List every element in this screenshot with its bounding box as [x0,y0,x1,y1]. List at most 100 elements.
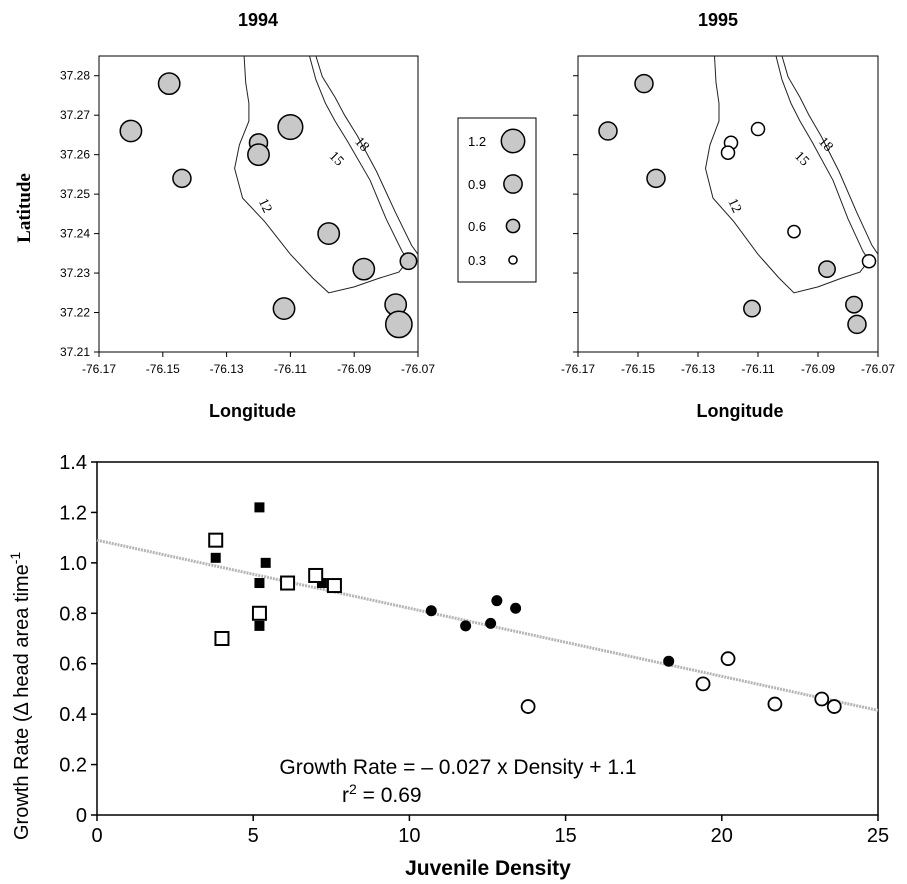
station-point [317,222,341,246]
station-point [384,310,413,339]
r-squared-sup: 2 [349,781,357,797]
map-x-axis-label: Longitude [209,401,296,421]
y-tick-label: 37.24 [60,227,90,241]
data-point-filled-square [316,578,327,589]
r-squared: r2 = 0.69 [342,781,422,807]
station-point [352,257,376,281]
station-point [119,119,143,143]
data-point-open-circle [814,691,830,707]
x-tick-label: -76.15 [621,362,655,376]
y-axis-label-sup: -1 [7,552,23,565]
legend-label: 0.3 [468,253,486,268]
data-point-filled-circle [425,605,437,617]
data-point-filled-circle [491,595,503,607]
data-point-filled-circle [460,620,472,632]
station-point [277,113,304,141]
x-tick-label: -76.11 [274,362,307,376]
r-squared-prefix: r [342,784,349,807]
x-tick-label: 10 [398,825,420,847]
station-point [743,299,761,318]
y-tick-label: 1.4 [59,452,87,474]
y-tick-label: 37.27 [60,108,90,122]
data-point-filled-square [254,502,265,513]
y-tick-label: 0.6 [59,654,87,676]
data-point-filled-circle [485,617,497,629]
data-point-filled-square [254,578,265,589]
r-squared-value: = 0.69 [357,784,422,807]
y-tick-label: 1.0 [59,553,87,575]
x-tick-label: 5 [248,825,259,847]
plot-frame [96,461,879,816]
contour-label: 15 [326,149,347,170]
station-point [861,253,877,269]
map-title: 1995 [698,10,738,30]
x-tick-label: -76.13 [681,362,715,376]
size-legend: 1.2 0.9 0.6 0.3 [457,117,537,283]
contour-label: 12 [724,196,744,215]
y-axis-label-main: Growth Rate (Δ head area time [11,564,33,840]
station-point [247,143,270,167]
station-point [845,295,863,314]
station-point [818,260,836,279]
regression-equation: Growth Rate = – 0.027 x Density + 1.1 [279,756,636,779]
legend-circle [508,255,518,265]
x-tick-label: -76.09 [337,362,371,376]
station-point [847,314,867,335]
depth-contour-15 [309,55,409,261]
map-frame [98,55,419,353]
x-tick-label: 20 [711,825,733,847]
x-tick-label: -76.11 [741,362,774,376]
x-tick-label: -76.07 [861,362,895,376]
data-point-filled-square [210,552,221,563]
x-tick-label: -76.17 [561,362,595,376]
x-tick-label: -76.13 [210,362,244,376]
x-tick-label: 15 [554,825,576,847]
y-tick-label: 37.26 [60,148,90,162]
y-tick-label: 1.2 [59,502,87,524]
data-point-open-square [308,567,324,583]
contour-label: 15 [791,149,812,170]
legend-circle [500,128,526,154]
data-point-open-circle [695,676,711,692]
data-point-filled-circle [663,655,675,667]
depth-contour-18 [315,55,419,255]
y-tick-label: 0 [76,805,87,827]
x-tick-label: -76.17 [82,362,116,376]
data-point-open-square [326,578,342,594]
y-axis-label: Growth Rate (Δ head area time-1 [7,552,33,840]
data-point-open-square [251,605,267,621]
y-tick-label: 0.8 [59,603,87,625]
growth-rate-plot: 0 5 10 15 20 25 0 0.2 0.4 0.6 0.8 1.0 1.2 1.4 Growth R… [7,452,889,880]
map-title: 1994 [238,10,278,30]
x-tick-label: -76.09 [801,362,835,376]
data-point-filled-square [254,620,265,631]
depth-contour-12 [704,55,870,294]
y-tick-label: 37.23 [60,266,90,280]
legend-label: 0.6 [468,219,486,234]
contour-label: 18 [815,134,836,154]
map-frame [577,55,879,353]
x-tick-label: 25 [867,825,889,847]
data-point-open-square [208,532,224,548]
y-tick-label: 37.21 [60,345,90,359]
station-point [157,72,181,96]
map-x-axis-label: Longitude [697,401,784,421]
data-point-open-square [280,575,296,591]
data-point-open-square [214,631,230,646]
station-point [720,145,736,160]
legend-circle [503,174,523,194]
y-tick-label: 37.22 [60,306,90,320]
contour-label: 18 [351,134,372,154]
x-tick-label: -76.15 [146,362,180,376]
station-point [787,224,801,239]
data-point-open-circle [520,699,536,714]
y-tick-label: 0.4 [59,704,87,726]
y-tick-label: 0.2 [59,755,87,777]
legend-label: 0.9 [468,177,486,192]
y-tick-label: 37.25 [60,187,90,201]
data-point-filled-circle [510,602,522,614]
station-point [750,121,766,137]
station-point [272,297,296,321]
